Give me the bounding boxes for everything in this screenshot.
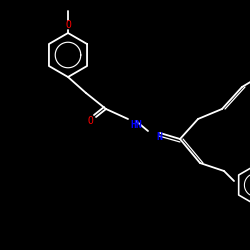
Text: HN: HN xyxy=(130,120,142,130)
Text: O: O xyxy=(65,20,71,30)
Text: O: O xyxy=(87,116,93,126)
Text: N: N xyxy=(156,132,162,142)
